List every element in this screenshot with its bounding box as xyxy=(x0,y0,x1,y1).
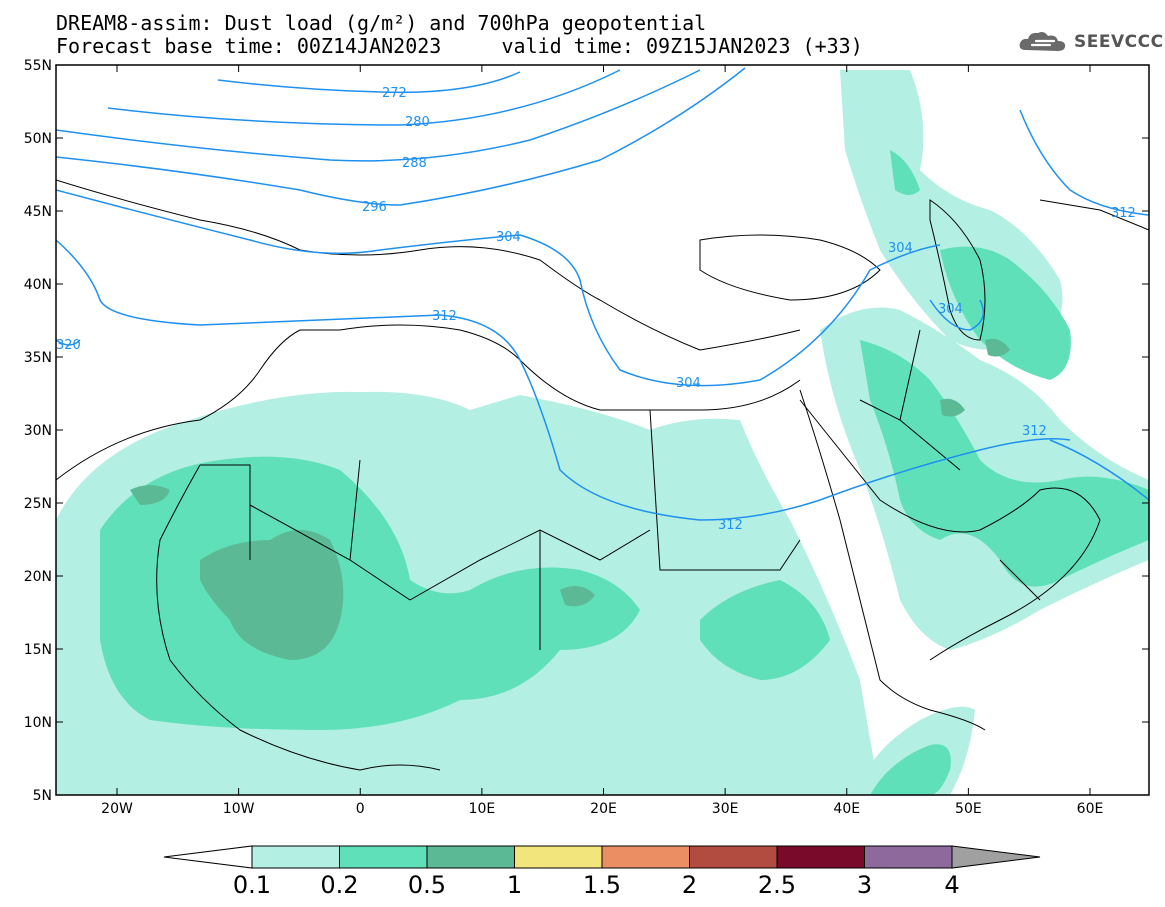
lon-label: 10E xyxy=(469,801,496,817)
colorbar-label: 3 xyxy=(857,871,872,899)
coastline-red-sea xyxy=(799,389,986,731)
contour-312 xyxy=(56,239,1071,521)
contour-label: 312 xyxy=(432,309,457,324)
dust-area-sudan-mid xyxy=(700,580,830,680)
lon-label: 50E xyxy=(955,801,982,817)
dust-dark-areas xyxy=(130,338,1010,660)
dust-field xyxy=(56,70,1149,795)
colorbar-label: 4 xyxy=(944,871,959,899)
seevccc-logo: SEEVCCC xyxy=(1018,30,1164,54)
lat-label: 20N xyxy=(24,569,52,585)
contour-label: 320 xyxy=(56,338,81,353)
lon-label: 0 xyxy=(356,801,365,817)
dust-mid-areas xyxy=(100,150,1149,795)
lat-label: 40N xyxy=(24,277,52,293)
contour-label: 304 xyxy=(888,241,913,256)
dust-area-chad-dark xyxy=(560,586,595,607)
contour-label: 312 xyxy=(718,518,743,533)
colorbar-label: 2 xyxy=(682,871,697,899)
contour-label: 296 xyxy=(362,200,387,215)
colorbar-box xyxy=(426,845,515,869)
colorbar-under-arrow xyxy=(163,845,253,869)
coastline-nw-africa xyxy=(56,324,801,481)
dust-area-caspian-mid xyxy=(940,246,1071,380)
dust-area-mauritania-dark xyxy=(130,485,170,505)
borders xyxy=(56,179,1149,771)
lat-label: 15N xyxy=(24,642,52,658)
colorbar-over-arrow xyxy=(951,845,1041,869)
dust-area-iraq-mid xyxy=(860,340,1149,587)
colorbar-box xyxy=(689,845,778,869)
lat-label: 10N xyxy=(24,715,52,731)
cloud-icon xyxy=(1019,32,1066,51)
coastline-caspian xyxy=(929,199,986,341)
coastline-arabia xyxy=(799,399,1101,661)
lon-label: 40E xyxy=(833,801,860,817)
contour-labels: 272 280 288 296 304 312 320 304 304 304 … xyxy=(56,86,1136,533)
contour-272 xyxy=(217,71,521,94)
contour-280 xyxy=(107,69,621,126)
dust-area-iraq-dark xyxy=(940,398,965,417)
colorbar-label: 0.1 xyxy=(233,871,271,899)
lat-label: 35N xyxy=(24,350,52,366)
lon-label: 20E xyxy=(590,801,617,817)
colorbar-label: 2.5 xyxy=(758,871,796,899)
contour-312-east xyxy=(1019,109,1149,216)
longitude-axis: 20W 10W 0 10E 20E 30E 40E 50E 60E xyxy=(101,65,1103,817)
lat-label: 45N xyxy=(24,204,52,220)
lon-label: 30E xyxy=(712,801,739,817)
colorbar-boxes xyxy=(251,845,953,869)
contour-296 xyxy=(56,67,746,206)
map-subtitle: Forecast base time: 00Z14JAN2023 valid t… xyxy=(56,34,863,58)
colorbar-labels: 0.1 0.2 0.5 1 1.5 2 2.5 3 4 xyxy=(233,871,960,899)
border-line xyxy=(859,199,1149,601)
contour-304-west xyxy=(56,189,941,387)
contour-label: 304 xyxy=(676,376,701,391)
contour-label: 272 xyxy=(382,86,407,101)
colorbar-box xyxy=(864,845,953,869)
lat-label: 30N xyxy=(24,423,52,439)
coastline-europe xyxy=(56,179,801,351)
lat-label: 50N xyxy=(24,131,52,147)
contour-label: 280 xyxy=(405,115,430,130)
colorbar-label: 0.5 xyxy=(408,871,446,899)
colorbar-label: 1.5 xyxy=(583,871,621,899)
dust-area-iran-dark xyxy=(985,338,1010,357)
contour-label: 312 xyxy=(1111,206,1136,221)
lat-label: 55N xyxy=(24,58,52,74)
contour-label: 304 xyxy=(496,230,521,245)
contour-288 xyxy=(56,69,701,162)
colorbar-label: 0.2 xyxy=(320,871,358,899)
coastline-black-sea xyxy=(699,234,881,301)
coastline-west-africa xyxy=(156,464,441,771)
border-line xyxy=(200,409,801,650)
lon-label: 20W xyxy=(101,801,133,817)
colorbar-box xyxy=(601,845,690,869)
lat-label: 25N xyxy=(24,496,52,512)
colorbar-label: 1 xyxy=(507,871,522,899)
lat-label: 5N xyxy=(33,788,52,804)
dust-area-volga-mid xyxy=(890,150,920,195)
lon-label: 60E xyxy=(1077,801,1104,817)
colorbar-box xyxy=(514,845,603,869)
contour-label: 304 xyxy=(938,302,963,317)
geopotential-contours xyxy=(56,67,1149,521)
contour-label: 312 xyxy=(1022,424,1047,439)
contour-312-arabia xyxy=(1049,439,1149,501)
contour-320 xyxy=(56,339,81,346)
colorbar-box xyxy=(776,845,865,869)
colorbar-box xyxy=(339,845,428,869)
dust-area-mali-dark xyxy=(200,530,344,660)
contour-label: 288 xyxy=(402,156,427,171)
logo-text: SEEVCCC xyxy=(1074,32,1164,52)
latitude-axis: 55N 50N 45N 40N 35N 30N 25N 20N 15N 10N 5N xyxy=(24,58,1149,804)
lon-label: 10W xyxy=(223,801,255,817)
contour-304-east xyxy=(929,299,985,331)
dust-area-somalia-mid xyxy=(870,744,951,795)
dust-area-sahel-mid xyxy=(100,456,640,730)
colorbar: 0.1 0.2 0.5 1 1.5 2 2.5 3 4 xyxy=(163,845,1041,899)
map-title: DREAM8-assim: Dust load (g/m²) and 700hP… xyxy=(56,11,707,35)
colorbar-box xyxy=(251,845,340,869)
